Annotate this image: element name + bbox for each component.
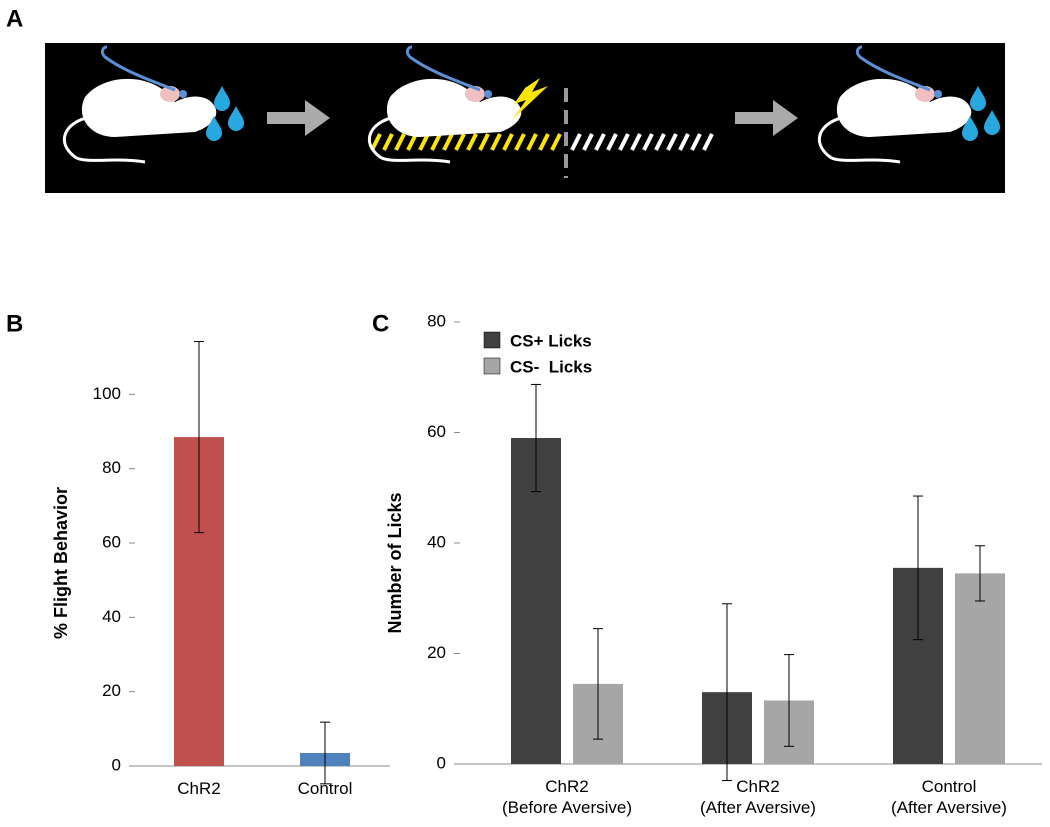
y-tick-label: 80 — [102, 458, 121, 477]
x-tick-label: Control — [297, 779, 353, 798]
y-tick-label: 20 — [102, 681, 121, 700]
legend-swatch — [483, 357, 501, 375]
panel-label: C — [372, 310, 389, 337]
x-tick-label: Control (After Aversive) — [891, 777, 1007, 817]
y-tick-label: 60 — [102, 532, 121, 551]
panel-label: B — [6, 310, 23, 337]
legend-swatch — [483, 331, 501, 349]
y-axis-label: % Flight Behavior — [51, 487, 71, 639]
x-tick-label: ChR2 (After Aversive) — [700, 777, 816, 817]
y-tick-label: 80 — [427, 311, 446, 330]
y-tick-label: 0 — [437, 753, 446, 772]
y-tick-label: 100 — [93, 384, 121, 403]
y-axis-label: Number of Licks — [385, 492, 405, 633]
panel-label: A — [6, 5, 23, 32]
legend-label: CS- Licks — [510, 357, 592, 376]
x-tick-label: ChR2 — [177, 779, 221, 798]
y-tick-label: 60 — [427, 422, 446, 441]
y-tick-label: 0 — [112, 755, 121, 774]
bar — [511, 438, 561, 764]
y-tick-label: 20 — [427, 643, 446, 662]
bar — [955, 573, 1005, 764]
y-tick-label: 40 — [102, 607, 121, 626]
y-tick-label: 40 — [427, 532, 446, 551]
legend-label: CS+ Licks — [510, 331, 592, 350]
diagram — [45, 43, 1005, 193]
x-tick-label: ChR2 (Before Aversive) — [501, 777, 633, 817]
